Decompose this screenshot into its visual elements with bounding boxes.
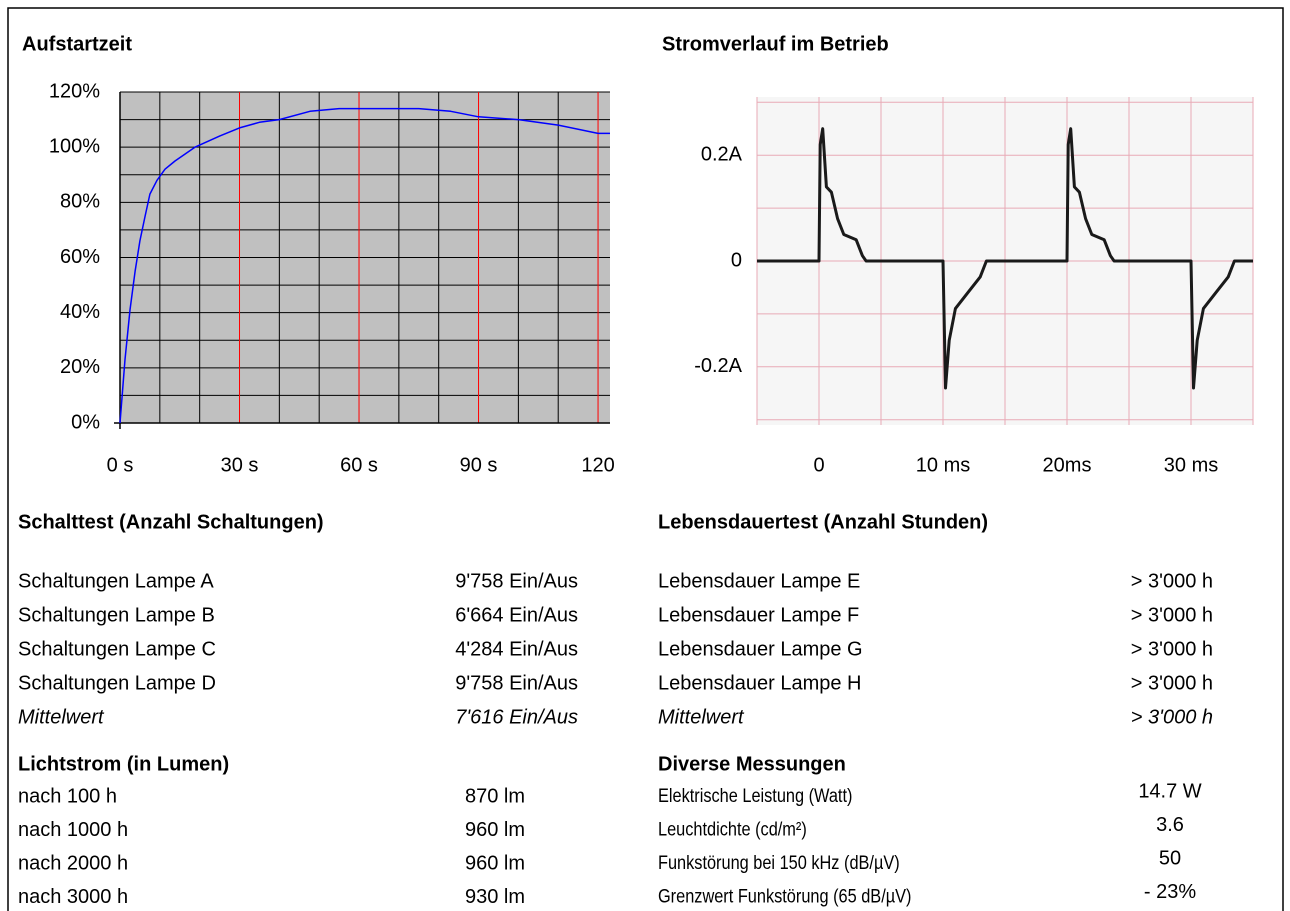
y-tick-label: 20% <box>60 356 100 378</box>
row-value: 930 lm <box>465 886 525 908</box>
x-tick-label: 120 <box>581 454 614 476</box>
y-tick-label: 60% <box>60 246 100 268</box>
page: Aufstartzeit 0% 20% 40% 60% 80% 100% 120% 0 s 30 … <box>0 0 1290 911</box>
row-value: 9'758 Ein/Aus <box>455 672 578 694</box>
row-value: 6'664 Ein/Aus <box>455 604 578 626</box>
summary-value: > 3'000 h <box>1131 706 1213 728</box>
row-label: Leuchtdichte (cd/m²) <box>658 818 807 839</box>
y-tick-label: 80% <box>60 191 100 213</box>
chart-title: Stromverlauf im Betrieb <box>662 33 889 55</box>
y-tick-label: 0% <box>71 411 100 433</box>
y-tick-label: 120% <box>49 80 100 102</box>
summary-value: 7'616 Ein/Aus <box>455 706 578 728</box>
row-label: Schaltungen Lampe C <box>18 638 216 660</box>
y-tick-label: 0.2A <box>701 143 743 165</box>
y-tick-label: 0 <box>731 249 742 271</box>
row-label: Lebensdauer Lampe E <box>658 570 860 592</box>
section-title: Lebensdauertest (Anzahl Stunden) <box>658 511 988 533</box>
row-value: 960 lm <box>465 852 525 874</box>
row-label: Schaltungen Lampe A <box>18 570 214 592</box>
row-value: - 23% <box>1144 881 1196 903</box>
x-tick-label: 20ms <box>1043 454 1092 476</box>
section-title: Diverse Messungen <box>658 753 846 775</box>
x-tick-label: 30 s <box>221 454 259 476</box>
row-label: Elektrische Leistung (Watt) <box>658 785 852 806</box>
row-value: 50 <box>1159 847 1181 869</box>
row-value: > 3'000 h <box>1131 638 1213 660</box>
row-value: 960 lm <box>465 819 525 841</box>
summary-label: Mittelwert <box>658 706 745 728</box>
row-value: > 3'000 h <box>1131 604 1213 626</box>
row-label: Lebensdauer Lampe F <box>658 604 859 626</box>
row-label: Grenzwert Funkstörung (65 dB/µV) <box>658 885 911 906</box>
x-tick-label: 60 s <box>340 454 378 476</box>
row-label: Schaltungen Lampe B <box>18 604 215 626</box>
row-value: 3.6 <box>1156 814 1184 836</box>
row-label: nach 1000 h <box>18 819 128 841</box>
section-title: Schalttest (Anzahl Schaltungen) <box>18 511 324 533</box>
row-value: 870 lm <box>465 785 525 807</box>
x-tick-label: 0 <box>813 454 824 476</box>
row-label: nach 2000 h <box>18 852 128 874</box>
row-label: nach 100 h <box>18 785 117 807</box>
row-value: > 3'000 h <box>1131 672 1213 694</box>
row-value: 4'284 Ein/Aus <box>455 638 578 660</box>
row-value: 9'758 Ein/Aus <box>455 570 578 592</box>
row-label: Funkstörung bei 150 kHz (dB/µV) <box>658 852 900 873</box>
x-tick-label: 10 ms <box>916 454 970 476</box>
row-label: Lebensdauer Lampe H <box>658 672 861 694</box>
row-label: Schaltungen Lampe D <box>18 672 216 694</box>
summary-label: Mittelwert <box>18 706 105 728</box>
row-value: 14.7 W <box>1138 780 1201 802</box>
chart-title: Aufstartzeit <box>22 33 132 55</box>
y-tick-label: 100% <box>49 135 100 157</box>
x-tick-label: 90 s <box>460 454 498 476</box>
row-label: nach 3000 h <box>18 886 128 908</box>
x-tick-label: 0 s <box>107 454 134 476</box>
row-value: > 3'000 h <box>1131 570 1213 592</box>
x-tick-label: 30 ms <box>1164 454 1218 476</box>
section-title: Lichtstrom (in Lumen) <box>18 753 229 775</box>
y-tick-label: 40% <box>60 301 100 323</box>
y-tick-label: -0.2A <box>694 355 742 377</box>
row-label: Lebensdauer Lampe G <box>658 638 863 660</box>
